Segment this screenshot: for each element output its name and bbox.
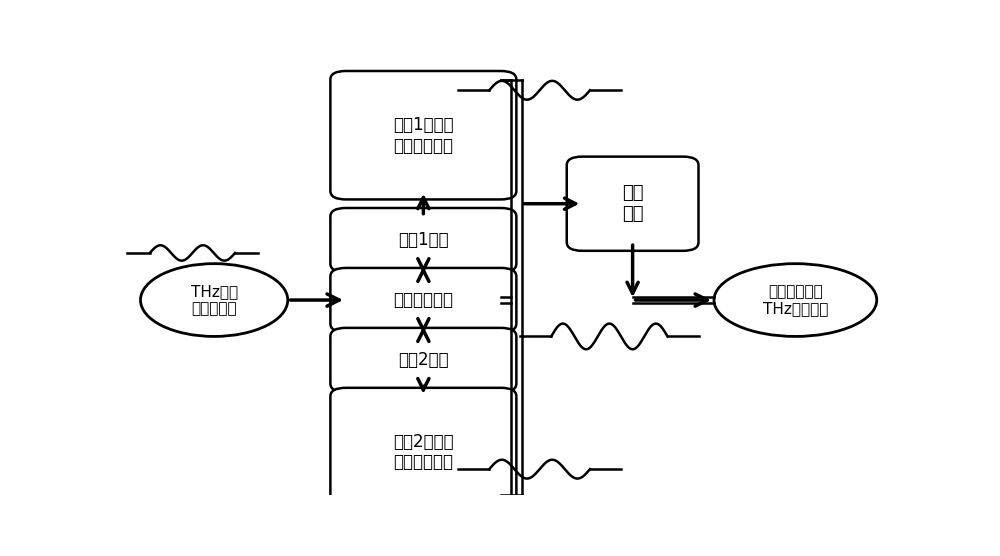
Text: 高功率宽频带
THz输出信号: 高功率宽频带 THz输出信号 [763, 284, 828, 316]
Text: 端口1输出: 端口1输出 [398, 231, 449, 249]
FancyBboxPatch shape [330, 388, 516, 516]
FancyBboxPatch shape [330, 328, 516, 392]
Text: 功率
合成: 功率 合成 [622, 185, 643, 223]
Text: 返波初级放大: 返波初级放大 [393, 291, 453, 309]
Text: 端口2输出: 端口2输出 [398, 351, 449, 369]
Ellipse shape [714, 264, 877, 336]
FancyBboxPatch shape [567, 157, 699, 251]
Text: 行波1多重放
大与频带展宽: 行波1多重放 大与频带展宽 [393, 116, 454, 155]
Text: THz频段
小激励信号: THz频段 小激励信号 [191, 284, 238, 316]
Ellipse shape [140, 264, 288, 336]
Text: 行波2多重放
大与频带展宽: 行波2多重放 大与频带展宽 [393, 433, 454, 471]
FancyBboxPatch shape [330, 208, 516, 272]
FancyBboxPatch shape [330, 268, 516, 332]
FancyBboxPatch shape [330, 71, 516, 200]
